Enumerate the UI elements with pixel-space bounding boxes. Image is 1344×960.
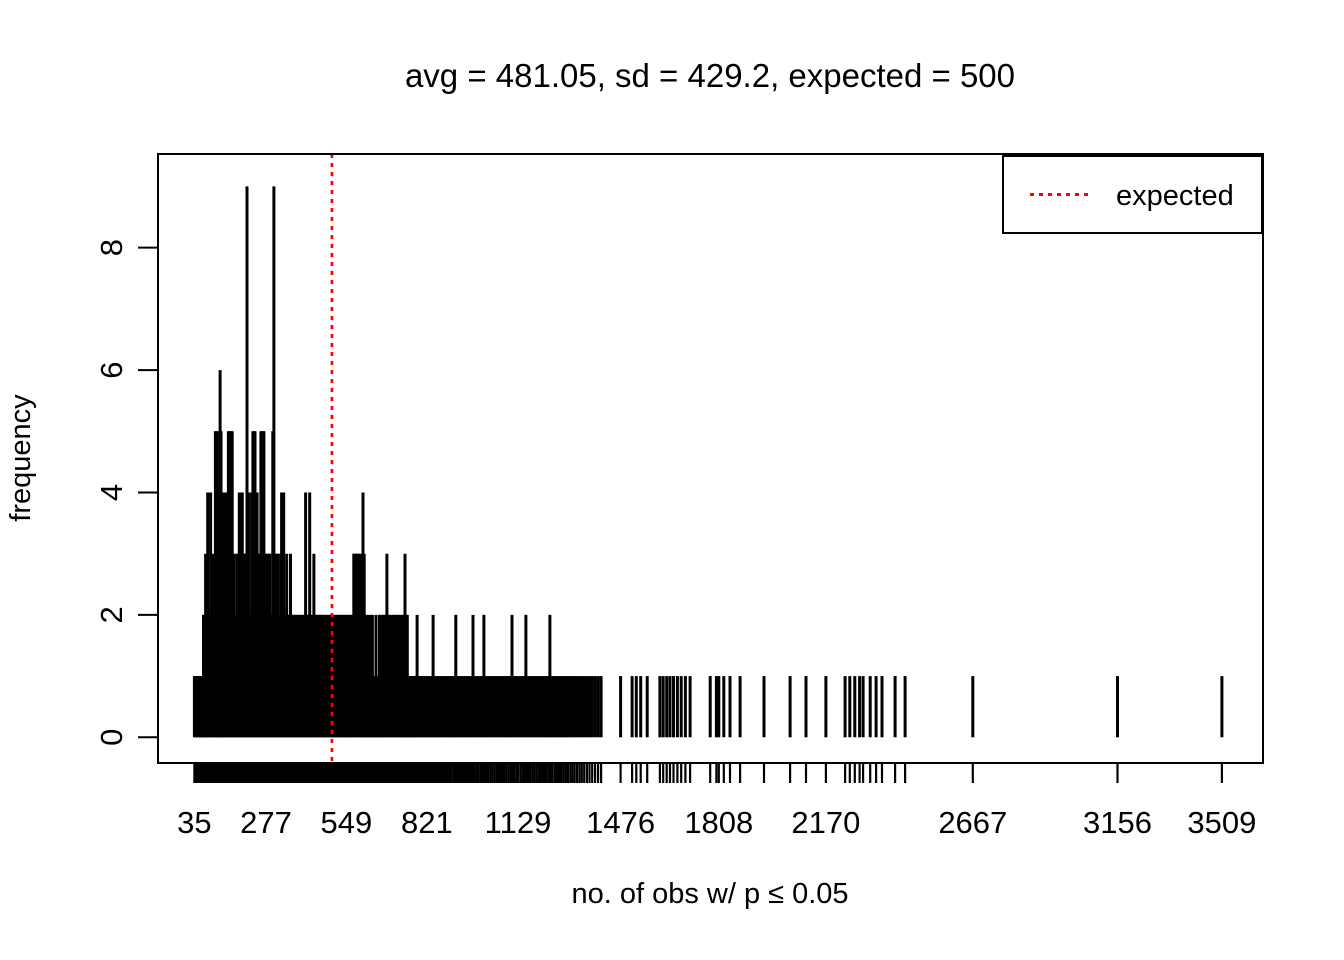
x-tick-label: 2170	[791, 805, 860, 840]
y-axis-title: frequency	[5, 394, 37, 522]
legend: expected	[1002, 155, 1263, 234]
x-tick-label: 277	[240, 805, 292, 840]
x-tick-label: 821	[401, 805, 453, 840]
y-tick-label: 8	[94, 239, 129, 256]
y-tick-label: 2	[94, 606, 129, 623]
x-tick-label: 3509	[1187, 805, 1256, 840]
plot-border-box	[157, 153, 1264, 764]
y-tick-label: 4	[94, 484, 129, 501]
x-tick-label: 2667	[938, 805, 1007, 840]
x-tick-label: 1808	[684, 805, 753, 840]
x-tick-label: 35	[177, 805, 211, 840]
legend-entry-label: expected	[1116, 180, 1234, 212]
y-axis-ticks	[138, 246, 158, 739]
x-tick-label: 3156	[1083, 805, 1152, 840]
x-axis-tick-labels: 35 277 549 821 1129 1476 1808 2170 2667 3156 3509	[177, 805, 1256, 840]
x-tick-label: 549	[321, 805, 373, 840]
legend-box	[1002, 155, 1263, 234]
y-axis-tick-labels: 0 2 4 6 8	[94, 239, 129, 746]
x-axis-rug-ticks	[193, 764, 1224, 783]
x-tick-label: 1476	[586, 805, 655, 840]
x-tick-label: 1129	[485, 805, 552, 840]
histogram-bars	[192, 186, 1224, 738]
chart-title: avg = 481.05, sd = 429.2, expected = 500	[405, 57, 1015, 94]
y-tick-label: 0	[94, 729, 129, 746]
y-tick-label: 6	[94, 361, 129, 378]
x-axis-title: no. of obs w/ p ≤ 0.05	[571, 878, 848, 910]
